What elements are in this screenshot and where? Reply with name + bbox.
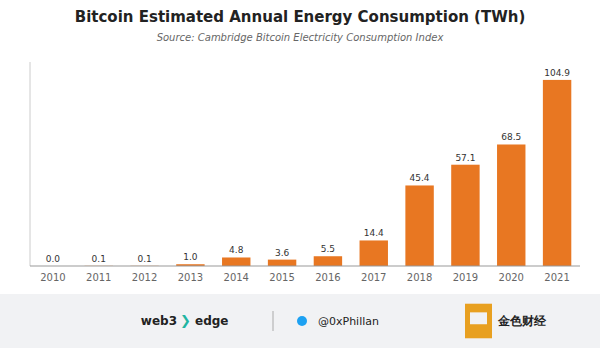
data-label: 14.4 [364,228,384,238]
footer-separator [273,311,274,331]
title: Bitcoin Estimated Annual Energy Consumpt… [75,8,526,26]
chart-root: Bitcoin Estimated Annual Energy Consumpt… [0,0,600,348]
x-tick-label: 2010 [40,272,65,283]
footer-logo-cutout [470,312,487,324]
data-label: 0.1 [92,254,106,264]
background [0,0,600,348]
bar [222,257,250,266]
bar [451,165,479,266]
footer-brand-mark: ❯ [180,313,191,329]
x-tick-label: 2020 [499,272,524,283]
data-label: 1.0 [183,252,198,262]
x-tick-label: 2016 [315,272,340,283]
x-tick-label: 2013 [178,272,203,283]
footer-social-icon [297,316,307,326]
y-axis-line [30,62,31,266]
footer-logo-text: 金色财经 [497,314,547,328]
data-label: 45.4 [410,173,430,183]
footer [0,294,600,348]
data-label: 0.0 [46,254,61,264]
x-tick-label: 2017 [361,272,386,283]
data-label: 57.1 [455,153,475,163]
bar [268,260,296,266]
bars [85,80,572,266]
x-tick-label: 2021 [544,272,569,283]
x-tick-label: 2019 [453,272,478,283]
x-tick-label: 2018 [407,272,432,283]
data-label: 5.5 [321,244,335,254]
x-tick-label: 2012 [132,272,157,283]
x-axis-line [30,266,580,267]
bar [405,185,433,266]
data-label: 0.1 [137,254,151,264]
subtitle: Source: Cambridge Bitcoin Electricity Co… [157,32,444,43]
bar [314,256,342,266]
footer-brand: edge [195,314,228,328]
footer-logo-icon [465,304,492,339]
data-label: 68.5 [501,132,521,142]
x-tick-label: 2011 [86,272,111,283]
footer-handle: @0xPhillan [318,315,379,328]
bar [360,240,388,266]
data-label: 104.9 [544,68,570,78]
footer-brand: web3 [141,314,177,328]
bar [497,144,525,266]
x-tick-label: 2014 [224,272,249,283]
x-tick-label: 2015 [269,272,294,283]
data-label: 3.6 [275,248,290,258]
data-label: 4.8 [229,245,244,255]
bar [543,80,571,266]
